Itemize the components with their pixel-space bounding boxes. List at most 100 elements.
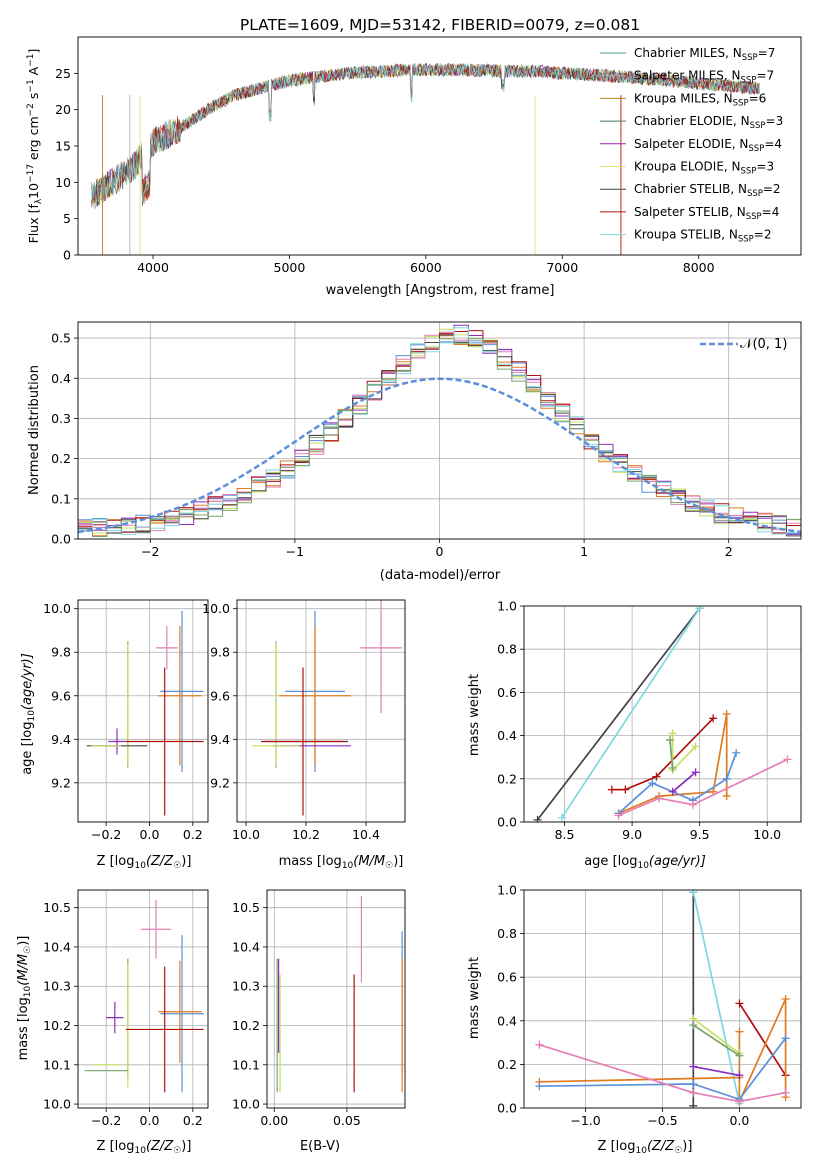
axes-frame [77,889,209,1109]
y-tick-label: 0.6 [497,685,517,700]
mass-weight-vs-Z-ylabel: mass weight [467,957,482,1039]
y-tick-label: 25 [55,66,71,81]
mass-weight-vs-age-xlabel: age [log10(age/yr)] [584,854,706,871]
y-tick-label: 10 [55,175,71,190]
x-tick-label: 0.0 [140,1113,160,1128]
mass-weight-marker [735,1027,744,1036]
mass-weight-marker [665,735,674,744]
y-tick-label: 0.3 [51,411,71,426]
y-tick-label: 0.8 [497,642,517,657]
x-tick-label: 8.5 [555,827,575,842]
axes-frame [523,605,802,823]
mass-vs-Z-xlabel: Z [log10(Z/Z☉)] [97,1139,192,1156]
legend-normal-label: 𝒩(0, 1) [740,337,787,352]
spectrum-line [91,63,760,204]
x-tick-label: −1.0 [570,1113,600,1128]
x-tick-label: 0.0 [729,1113,749,1128]
age-vs-mass-xlabel: mass [log10(M/M☉)] [279,854,404,871]
y-tick-label: 10.4 [232,939,260,954]
mass-weight-marker [668,787,677,796]
y-tick-label: 10.0 [232,1097,260,1112]
mass-weight-marker [607,785,616,794]
mass-weight-line [539,1037,787,1101]
y-tick-label: 10.3 [232,979,260,994]
y-tick-label: 9.2 [51,775,71,790]
axes-frame [77,599,209,823]
x-tick-label: −0.2 [91,1113,121,1128]
mass-weight-line [738,1002,787,1076]
x-tick-label: 0.2 [183,1113,203,1128]
y-tick-label: 0.4 [497,1013,517,1028]
y-tick-label: 9.8 [51,645,71,660]
mass-weight-marker [668,729,677,738]
spectrum-xlabel: wavelength [Angstrom, rest frame] [326,283,555,298]
age-vs-Z-xlabel: Z [log10(Z/Z☉)] [97,854,192,871]
y-tick-label: 10.4 [43,939,71,954]
y-tick-label: 0.0 [497,1101,517,1116]
mass-weight-marker [689,1080,698,1089]
mass-weight-line [692,1024,740,1057]
x-tick-label: 10.0 [753,827,781,842]
x-tick-label: 9.5 [690,827,710,842]
plot-area [252,600,402,816]
x-tick-label: 0.00 [260,1113,288,1128]
mass-weight-marker [655,794,664,803]
y-tick-label: 10.3 [43,979,71,994]
y-tick-label: 0.4 [51,371,71,386]
residuals-xlabel: (data-model)/error [380,568,501,583]
x-tick-label: 2 [725,544,733,559]
y-tick-label: 10.2 [43,1018,71,1033]
age-vs-mass-panel: mass [log10(M/M☉)] 10.0 10.2 10.4 9.2 9.4 9.6… [202,599,406,871]
legend-label: Chabrier MILES, NSSP=7 [634,46,775,63]
y-tick-label: 0.2 [497,1057,517,1072]
legend-label: Chabrier STELIB, NSSP=2 [634,182,781,199]
mass-weight-marker [621,785,630,794]
plot-area [91,62,760,255]
y-tick-label: 0.4 [497,728,517,743]
mass-weight-marker [781,995,790,1003]
y-tick-label: 0.6 [497,970,517,985]
legend-label: Salpeter ELODIE, NSSP=4 [634,137,782,154]
mass-weight-line [611,717,714,791]
mass-weight-line [692,892,741,1104]
y-tick-label: 0.0 [51,532,71,547]
y-tick-label: 10.2 [232,1018,260,1033]
y-tick-label: 9.4 [210,732,230,747]
mass-weight-line [536,607,701,821]
mass-weight-marker [688,800,697,809]
mass-weight-line [539,998,787,1102]
y-tick-label: 1.0 [497,599,517,614]
grid [267,890,405,1108]
age-vs-Z-panel: Z [log10(Z/Z☉)] age [log10(age/yr)] −0.2… [20,599,209,871]
mass-weight-marker [691,768,700,777]
y-tick-label: 5 [63,211,71,226]
x-tick-label: 0 [436,544,444,559]
x-tick-label: −2 [141,544,159,559]
spectrum-title: PLATE=1609, MJD=53142, FIBERID=0079, z=0… [240,16,640,34]
mass-weight-line [618,758,788,817]
mass-weight-line [669,739,674,769]
mass-vs-EBV-panel: E(B-V) 0.00 0.05 10.0 10.1 10.2 10.3 10.4 10.5 [232,889,406,1154]
axes-frame [236,599,406,823]
residuals-ylabel: Normed distribution [27,365,42,495]
mass-weight-line [672,771,697,793]
x-tick-label: −1 [286,544,304,559]
mass-weight-marker [732,748,741,757]
mass-weight-marker [709,714,718,723]
legend-label: Chabrier ELODIE, NSSP=3 [634,114,783,131]
y-tick-label: 15 [55,139,71,154]
grid [524,605,801,823]
plot-area [533,606,792,822]
plot-area [84,899,204,1093]
mass-weight-marker [557,813,566,822]
x-tick-label: 1 [580,544,588,559]
y-tick-label: 10.5 [43,900,71,915]
y-tick-label: 0.8 [497,926,517,941]
mass-weight-line [561,607,701,819]
mass-weight-marker [781,1088,790,1097]
grid [524,889,801,1109]
legend-label: Salpeter MILES, NSSP=7 [634,69,774,86]
mass-weight-marker [735,1071,744,1080]
mass-weight-marker [781,1034,790,1043]
